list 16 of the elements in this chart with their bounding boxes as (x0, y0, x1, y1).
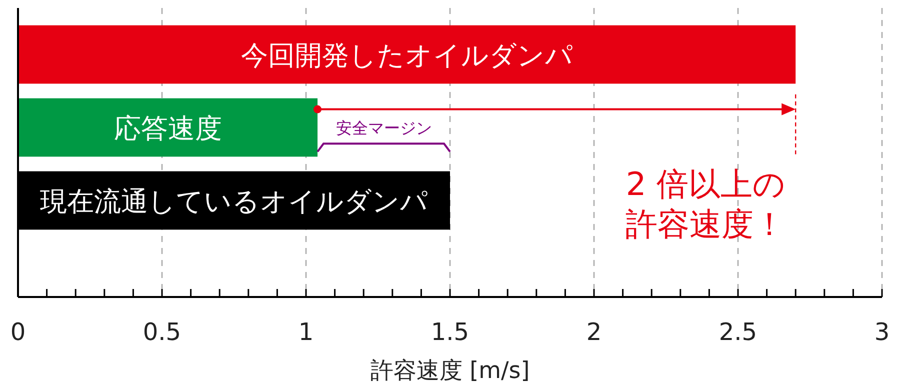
x-tick-label: 1 (298, 318, 314, 346)
x-tick-label: 2.5 (718, 318, 758, 346)
bar (18, 25, 796, 84)
x-tick-label: 3 (874, 318, 890, 346)
bar (18, 98, 318, 157)
annotation: 許容速度！ (626, 205, 786, 243)
y-tick-label: 現在流通しているオイルダンパ (40, 186, 428, 218)
x-axis-title: 許容速度 [m/s] (370, 358, 530, 384)
annotation: 安全マージン (336, 118, 432, 138)
y-tick-label: 応答速度 (114, 113, 222, 144)
x-tick-label: 2 (586, 318, 602, 346)
x-tick-label: 1.5 (430, 318, 470, 346)
x-tick-label: 0 (10, 318, 26, 346)
annotation: 2 倍以上の (626, 165, 786, 203)
x-tick-label: 0.5 (142, 318, 182, 346)
y-tick-label: 今回開発したオイルダンパ (240, 40, 573, 72)
